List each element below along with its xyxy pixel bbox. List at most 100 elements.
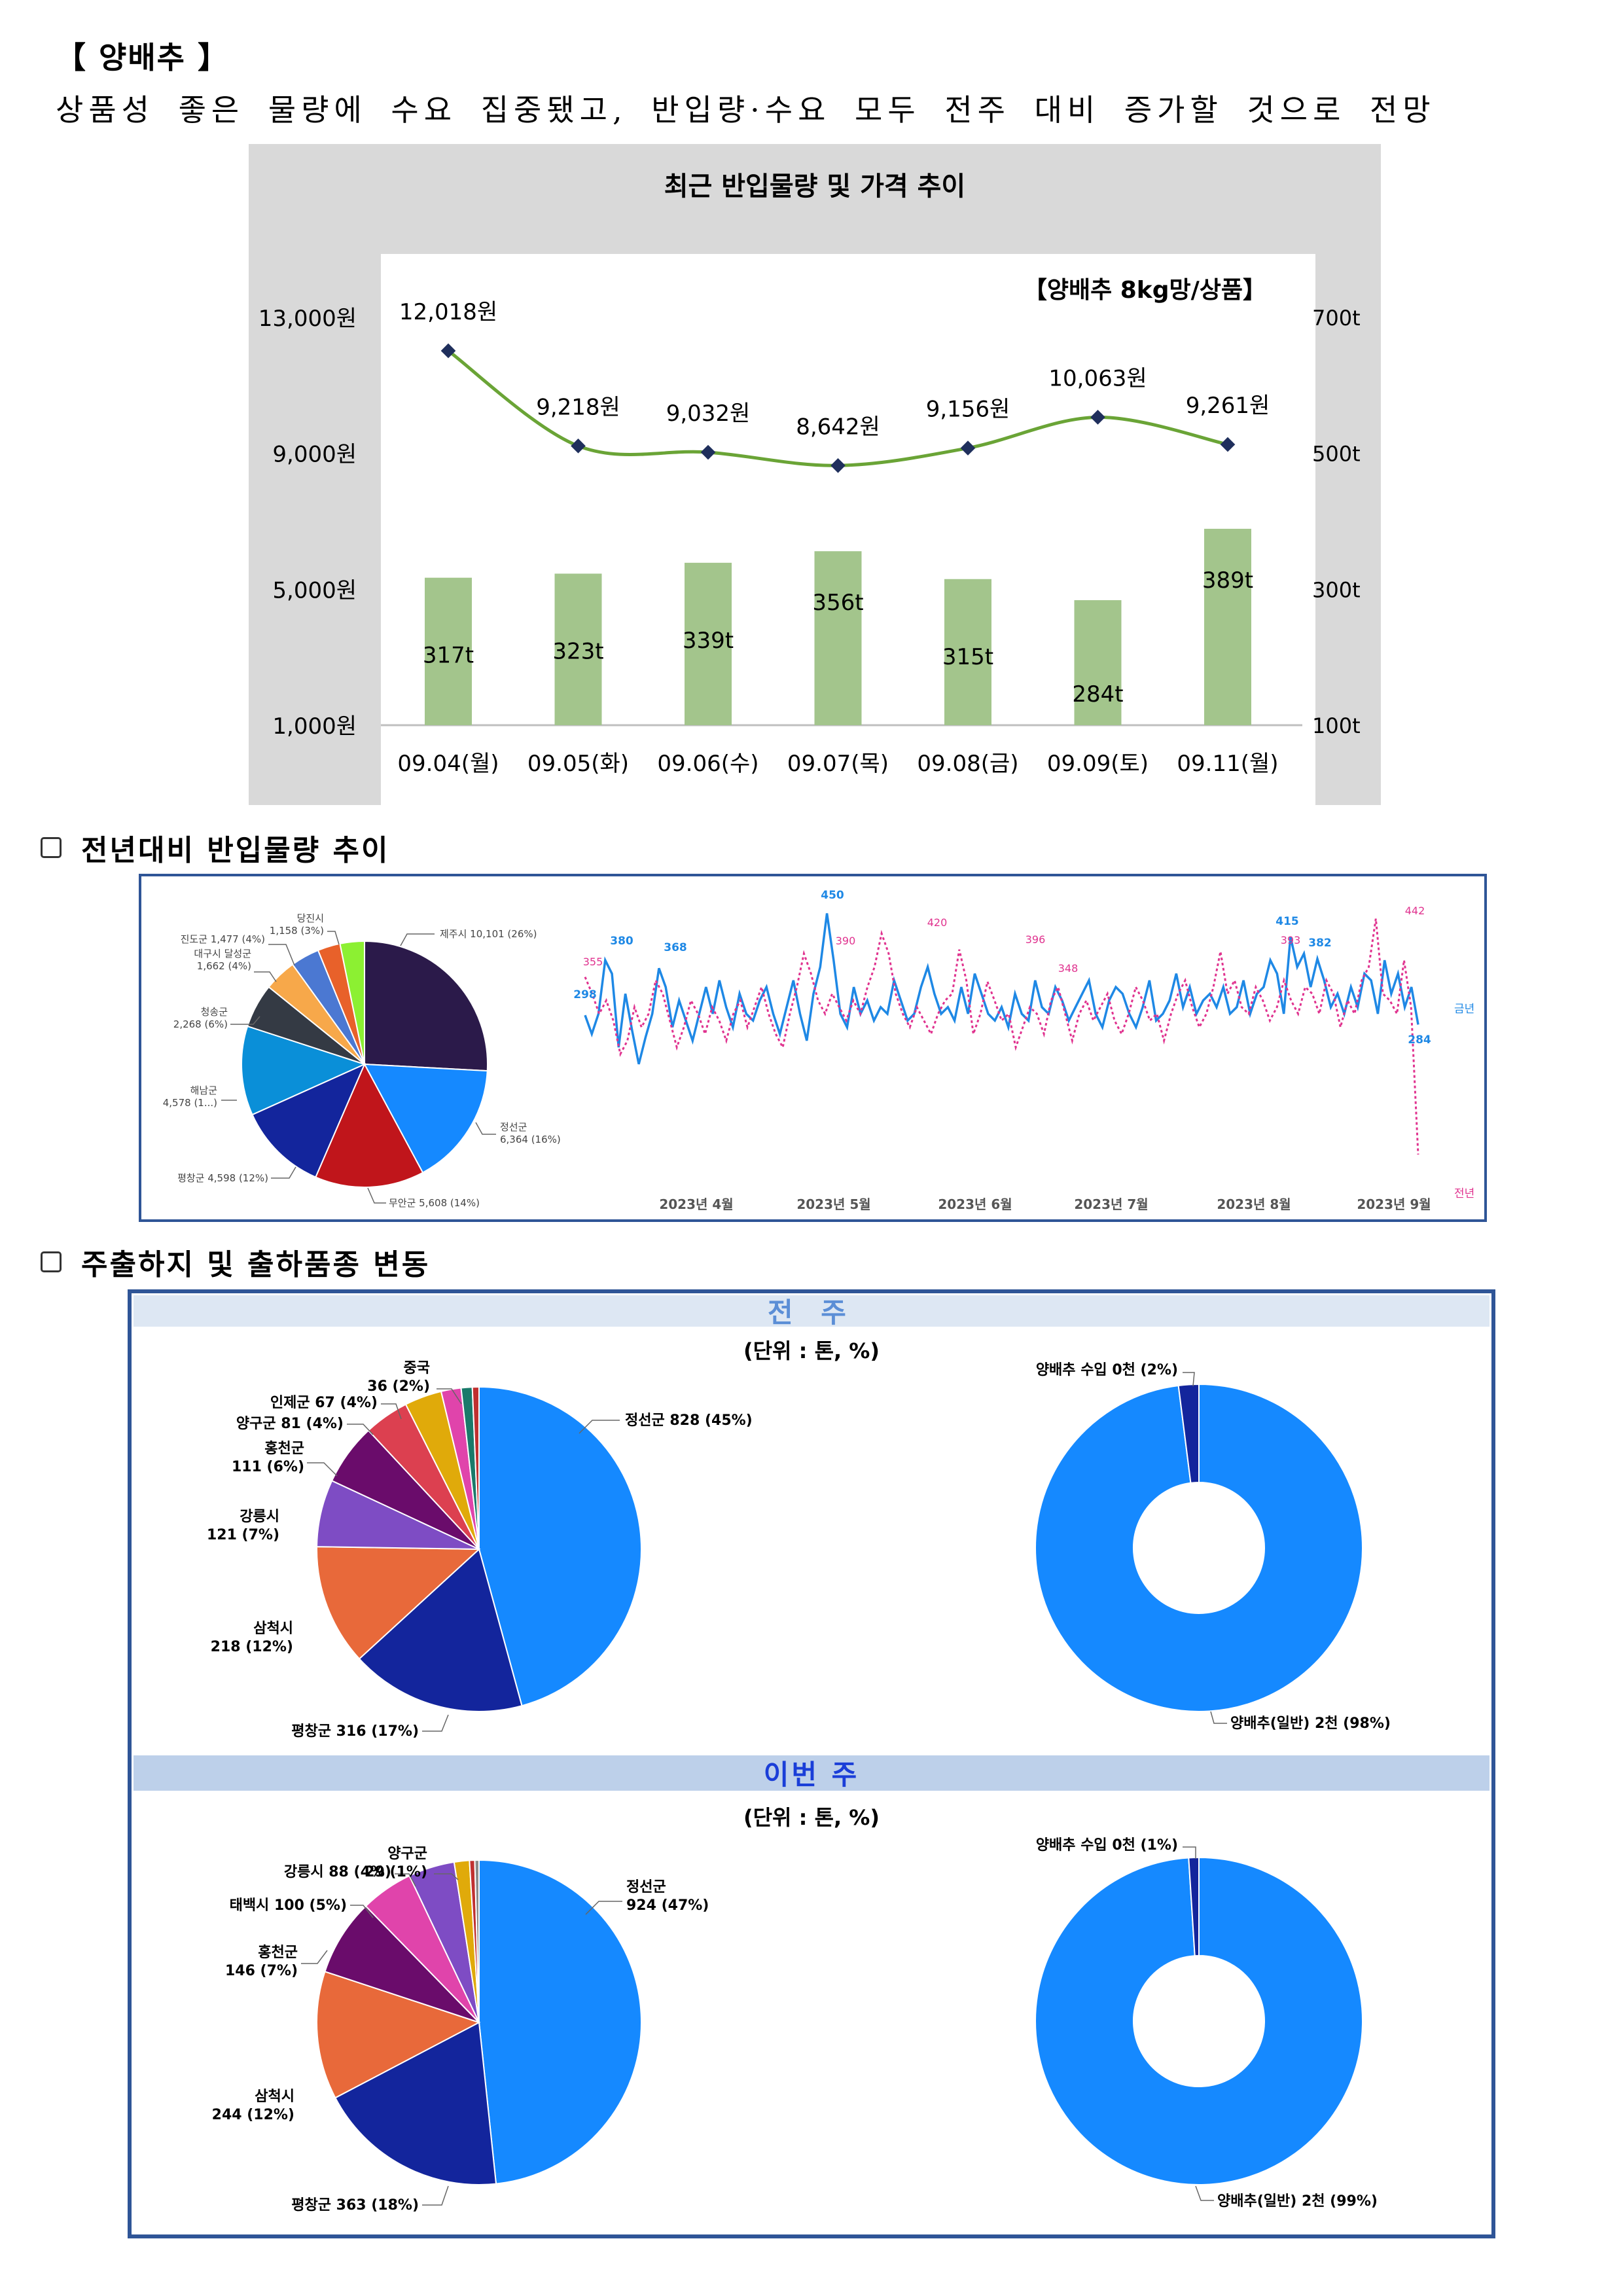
page-title: 【 양배추 】 <box>56 40 229 75</box>
this-origin-slice <box>316 1971 481 2099</box>
prev-origin-label: 삼척시 <box>253 1621 293 1637</box>
right-axis-tick: 700t <box>1312 306 1361 331</box>
leader-line <box>254 971 277 982</box>
x-axis-category: 09.09(토) <box>1047 751 1149 777</box>
price-point <box>440 343 456 359</box>
price-point-label: 9,218원 <box>536 394 620 420</box>
leader-line <box>1195 2185 1214 2201</box>
this-variety-slice <box>1035 1856 1363 2185</box>
yoy-pie-slice <box>251 1063 366 1178</box>
this-origin-label: 양구군 <box>387 1846 427 1862</box>
yoy-pie-label: 평창군 4,598 (12%) <box>177 1172 268 1184</box>
leader-line <box>271 1166 296 1179</box>
last-year-value-label: 355 <box>583 956 603 968</box>
x-axis-category: 09.11(월) <box>1177 751 1278 777</box>
this-origin-slice <box>324 1905 480 2023</box>
last-year-value-label: 396 <box>1026 933 1046 946</box>
leader-line <box>350 1905 374 1918</box>
yoy-pie-label: 청송군 <box>201 1006 228 1018</box>
left-axis-tick: 1,000원 <box>272 713 357 740</box>
page-subtitle: 상품성 좋은 물량에 수요 집중됐고, 반입량·수요 모두 전주 대비 증가할 … <box>56 92 1436 128</box>
yoy-pie-label: 제주시 10,101 (26%) <box>440 928 537 940</box>
last-year-value-label: 442 <box>1405 905 1425 917</box>
volume-bar-label: 323t <box>552 638 603 664</box>
prev-week-header-bar <box>134 1295 1489 1327</box>
volume-bar-label: 317t <box>423 643 474 669</box>
leader-line <box>268 944 295 966</box>
price-point-label: 8,642원 <box>796 414 880 440</box>
prev-origin-label: 홍천군 <box>264 1441 304 1457</box>
this-week-unit: (단위 : 톤, %) <box>743 1805 880 1830</box>
month-axis-label: 2023년 6월 <box>938 1196 1012 1212</box>
this-origin-label: 홍천군 <box>258 1945 298 1961</box>
prev-origin-label: 중국 <box>404 1360 430 1376</box>
this-year-value-label: 415 <box>1275 915 1299 928</box>
this-variety-slice <box>1188 1856 1200 1957</box>
prev-origin-slice <box>316 1546 481 1660</box>
x-axis-category: 09.06(수) <box>657 751 758 777</box>
leader-line <box>395 1873 416 1887</box>
right-axis-tick: 500t <box>1312 442 1361 467</box>
leader-line <box>437 1388 462 1405</box>
price-point <box>1220 437 1236 452</box>
leader-line <box>1183 1372 1195 1387</box>
leader-line <box>585 1901 622 1915</box>
volume-bar-label: 339t <box>683 628 734 654</box>
leader-line <box>367 1187 386 1204</box>
this-variety-label: 양배추(일반) 2천 (99%) <box>1217 2193 1378 2210</box>
leader-line <box>327 931 340 945</box>
this-origin-label: 정선군 <box>626 1879 666 1895</box>
combo-unit-note: 【양배추 8kg망/상품】 <box>1024 277 1266 304</box>
this-year-value-label: 380 <box>610 935 633 948</box>
yoy-pie-slice <box>314 1062 424 1188</box>
section-origin-variety: 주출하지 및 출하품종 변동 <box>41 1241 430 1283</box>
last-year-value-label: 390 <box>836 935 856 947</box>
left-axis-tick: 5,000원 <box>272 577 357 603</box>
prev-origin-label: 강릉시 <box>240 1509 279 1525</box>
this-origin-slice <box>478 1859 642 2185</box>
this-year-value-label: 368 <box>664 941 687 954</box>
leader-line <box>1183 1846 1196 1859</box>
last-year-value-label: 393 <box>1281 934 1301 946</box>
this-week-header-bar <box>134 1755 1489 1791</box>
yoy-pie-slice <box>363 1063 488 1174</box>
volume-bar <box>944 579 991 725</box>
prev-origin-label: 정선군 828 (45%) <box>625 1412 753 1429</box>
leader-line <box>381 1403 402 1420</box>
yoy-pie-label: 해남군 <box>190 1085 218 1096</box>
prev-variety-label: 양배추 수입 0천 (2%) <box>1036 1362 1178 1378</box>
yoy-pie-slice <box>364 940 488 1072</box>
this-year-value-label: 382 <box>1308 937 1332 950</box>
this-origin-label: 146 (7%) <box>225 1963 298 1979</box>
checkbox-icon <box>41 837 62 858</box>
leader-line <box>301 1950 328 1964</box>
price-point-label: 9,156원 <box>926 397 1010 423</box>
this-origin-label: 244 (12%) <box>212 2107 294 2123</box>
this-origin-label: 평창군 363 (18%) <box>291 2197 419 2214</box>
leader-line <box>579 1420 620 1434</box>
this-origin-label: 29 (1%) <box>365 1864 427 1880</box>
price-point-label: 9,032원 <box>666 401 751 427</box>
volume-bar <box>554 573 602 725</box>
leader-line <box>400 933 435 946</box>
prev-variety-slice <box>1035 1383 1363 1712</box>
prev-origin-label: 111 (6%) <box>232 1459 304 1475</box>
month-axis-label: 2023년 7월 <box>1074 1196 1148 1212</box>
volume-bar <box>1074 600 1122 725</box>
last-year-value-label: 420 <box>927 916 948 929</box>
yoy-pie-label: 1,662 (4%) <box>197 960 251 972</box>
prev-week-header: 전 주 <box>768 1297 855 1329</box>
prev-variety-slice <box>1177 1383 1200 1484</box>
price-point-label: 12,018원 <box>399 299 497 325</box>
this-year-value-label: 284 <box>1408 1033 1431 1047</box>
legend-last-year: 전년 <box>1454 1187 1474 1200</box>
x-axis-category: 09.05(화) <box>527 751 629 777</box>
prev-week-unit: (단위 : 톤, %) <box>743 1338 880 1363</box>
volume-bar <box>425 577 472 725</box>
month-axis-label: 2023년 4월 <box>659 1196 733 1212</box>
yoy-pie-label: 대구시 달성군 <box>194 948 251 960</box>
prev-origin-label: 218 (12%) <box>211 1639 293 1655</box>
yoy-pie-label: 2,268 (6%) <box>173 1018 228 1030</box>
x-axis-category: 09.08(금) <box>917 751 1018 777</box>
yoy-pie-slice <box>339 940 365 1065</box>
